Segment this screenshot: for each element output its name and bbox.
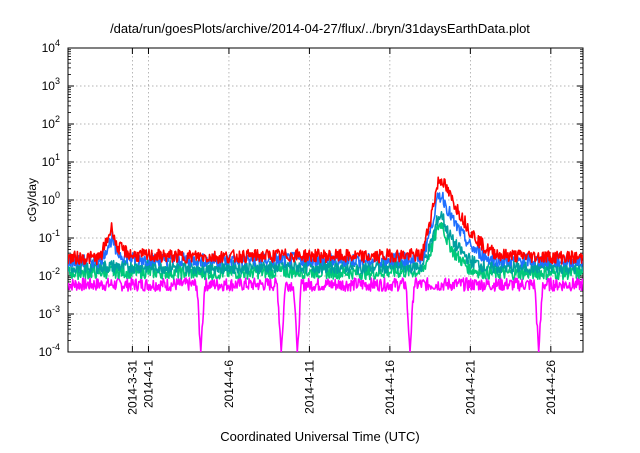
y-tick-label: 102 xyxy=(42,114,60,131)
x-tick-label: 2014-4-6 xyxy=(222,360,236,408)
y-tick-label: 100 xyxy=(42,190,60,207)
chart-title: /data/run/goesPlots/archive/2014-04-27/f… xyxy=(110,21,530,36)
series-line xyxy=(68,276,583,352)
series-line xyxy=(68,176,583,266)
y-tick-label: 10-2 xyxy=(39,266,60,283)
y-tick-label: 103 xyxy=(42,76,60,93)
series-group xyxy=(68,176,583,352)
x-tick-label: 2014-4-11 xyxy=(302,360,316,414)
x-tick-label: 2014-4-21 xyxy=(463,360,477,415)
series-line xyxy=(68,211,583,275)
x-tick-label: 2014-4-1 xyxy=(141,360,155,408)
x-tick-label: 2014-4-16 xyxy=(383,360,397,415)
y-tick-label: 10-1 xyxy=(39,228,60,245)
y-tick-label: 10-3 xyxy=(39,304,60,321)
y-axis-title: cGy/day xyxy=(25,178,39,222)
y-tick-label: 101 xyxy=(42,152,60,169)
x-tick-label: 2014-3-31 xyxy=(125,360,139,415)
x-axis-title: Coordinated Universal Time (UTC) xyxy=(220,429,420,444)
y-tick-label: 104 xyxy=(42,38,60,55)
x-tick-label: 2014-4-26 xyxy=(544,360,558,415)
y-tick-label: 10-4 xyxy=(39,342,60,359)
